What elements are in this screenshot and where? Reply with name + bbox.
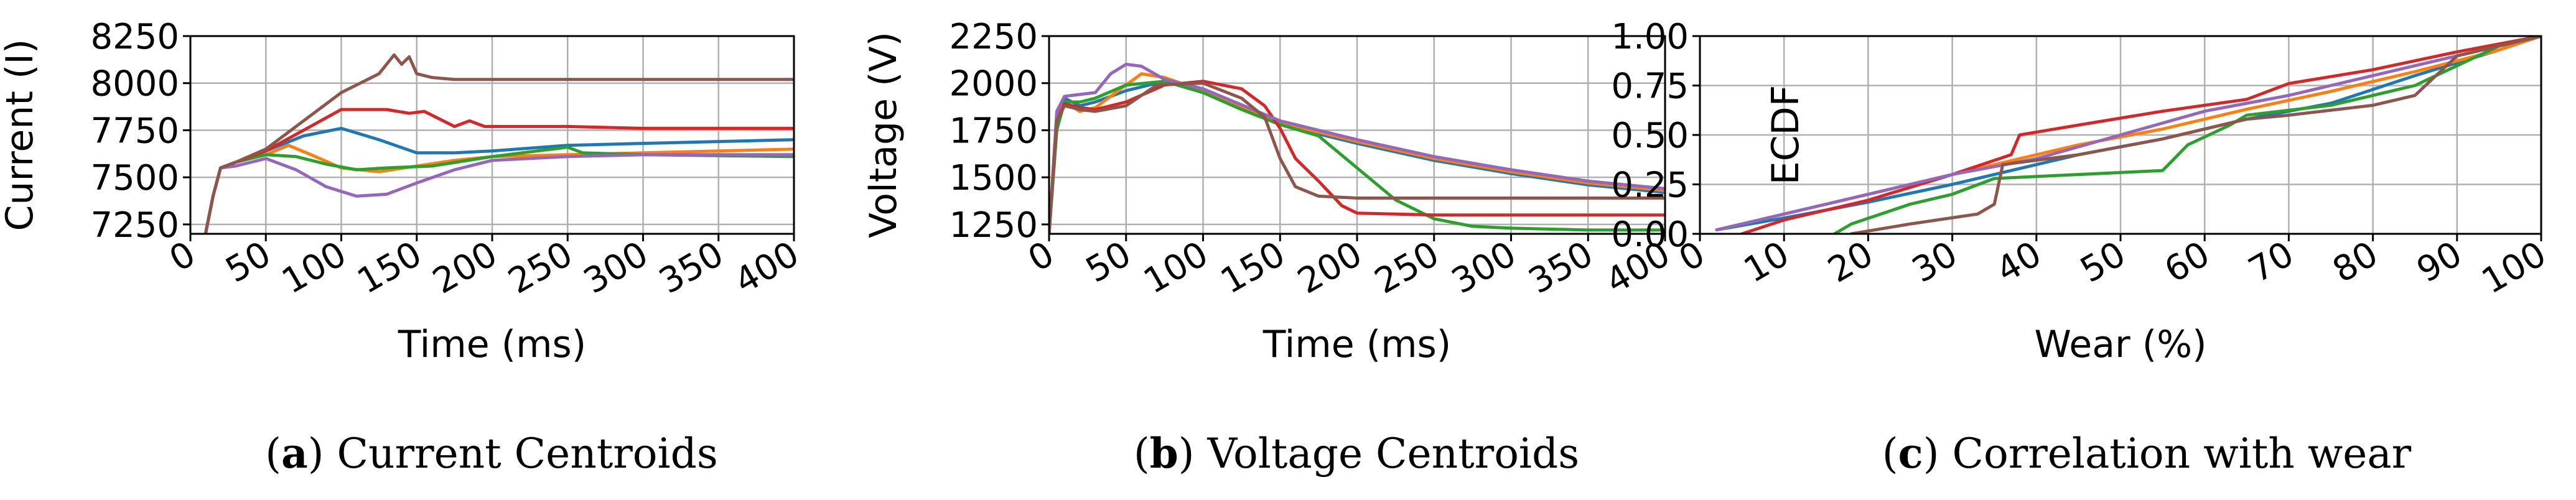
x-tick-label: 350 (1522, 234, 1600, 302)
x-tick-label: 200 (426, 234, 504, 302)
x-tick-label: 100 (2475, 234, 2553, 302)
x-tick-label: 20 (1821, 234, 1880, 291)
x-tick-label: 50 (219, 234, 278, 291)
x-tick-label: 40 (1990, 234, 2048, 291)
caption-paren-open: ( (1134, 430, 1150, 478)
y-tick-label: 1750 (949, 111, 1038, 151)
caption-paren-close: ) (308, 430, 337, 478)
y-tick-label: 7250 (90, 205, 179, 246)
x-axis-label: Wear (%) (2034, 323, 2206, 366)
caption-letter: a (281, 429, 308, 478)
panel-current-centroids: 0 501001502002503003504007250750077508000… (0, 17, 806, 478)
caption-paren-open: ( (265, 430, 281, 478)
series-line-cluster-5 (1049, 62, 1665, 234)
x-tick-label: 350 (653, 234, 730, 302)
x-tick-label: 150 (1214, 234, 1292, 302)
series-line-cluster-6 (203, 53, 794, 234)
x-tick-label: 100 (1137, 234, 1215, 302)
x-tick-label: 60 (2158, 234, 2216, 291)
x-tick-label: 80 (2326, 234, 2384, 291)
y-tick-label: 2250 (949, 17, 1038, 57)
y-tick-label: 7750 (90, 111, 179, 151)
y-tick-label: 7500 (90, 158, 179, 198)
y-tick-label: 1.00 (1611, 17, 1689, 57)
x-tick-label: 100 (275, 234, 353, 302)
caption-text: Voltage Centroids (1206, 430, 1579, 478)
x-tick-label: 90 (2410, 234, 2469, 291)
caption-letter: b (1150, 429, 1178, 478)
series-line-cluster-3 (1832, 36, 2541, 234)
y-axis-label: Current (I) (0, 39, 42, 231)
x-axis-label: Time (ms) (1262, 323, 1451, 366)
y-tick-label: 8000 (90, 64, 179, 104)
y-tick-label: 0.75 (1611, 67, 1689, 107)
y-axis-label: Voltage (V) (862, 32, 905, 238)
caption: (a) Current Centroids (265, 429, 718, 478)
caption-paren-close: ) (1178, 430, 1208, 478)
caption: (c) Correlation with wear (1882, 429, 2412, 478)
x-tick-label: 150 (351, 234, 429, 302)
caption-paren-close: ) (1923, 430, 1953, 478)
series-line-cluster-6 (1049, 81, 1665, 234)
x-tick-label: 300 (577, 234, 655, 302)
x-tick-label: 200 (1291, 234, 1369, 302)
y-tick-label: 0.00 (1611, 215, 1689, 255)
series-line-cluster-4 (1049, 80, 1665, 234)
x-tick-label: 30 (1905, 234, 1964, 291)
caption-text: Current Centroids (337, 430, 717, 478)
x-tick-label: 400 (728, 234, 806, 302)
x-tick-label: 50 (1080, 234, 1138, 291)
caption-text: Correlation with wear (1952, 430, 2411, 478)
y-tick-label: 2000 (949, 64, 1038, 104)
x-tick-label: 300 (1445, 234, 1523, 302)
caption-letter: c (1898, 429, 1923, 478)
series-line-cluster-1 (203, 126, 794, 234)
y-axis-label: ECDF (1764, 85, 1808, 185)
x-tick-label: 70 (2242, 234, 2300, 291)
panel-voltage-centroids: 0 501001502002503003504001250150017502000… (862, 17, 1677, 478)
caption-paren-open: ( (1882, 430, 1898, 478)
y-tick-label: 1500 (949, 158, 1038, 198)
series-line-cluster-6 (1849, 36, 2541, 234)
series-line-cluster-5 (203, 153, 794, 234)
y-tick-label: 0.25 (1611, 165, 1689, 206)
panel-correlation-with-wear: 0 10 20 30 40 50 60 70 80 90 1000.000.250.500.751.… (1611, 17, 2553, 478)
series-line-cluster-3 (1049, 80, 1665, 234)
y-tick-label: 8250 (90, 17, 179, 57)
series-line-cluster-4 (1740, 36, 2541, 234)
x-tick-label: 10 (1737, 234, 1796, 291)
series-line-cluster-5 (1715, 36, 2541, 232)
caption: (b) Voltage Centroids (1134, 429, 1579, 478)
y-tick-label: 0.50 (1611, 116, 1689, 156)
x-axis-label: Time (ms) (398, 323, 586, 366)
x-tick-label: 250 (1368, 234, 1446, 302)
x-tick-label: 250 (502, 234, 579, 302)
x-tick-label: 50 (2074, 234, 2132, 291)
y-tick-label: 1250 (949, 205, 1038, 246)
